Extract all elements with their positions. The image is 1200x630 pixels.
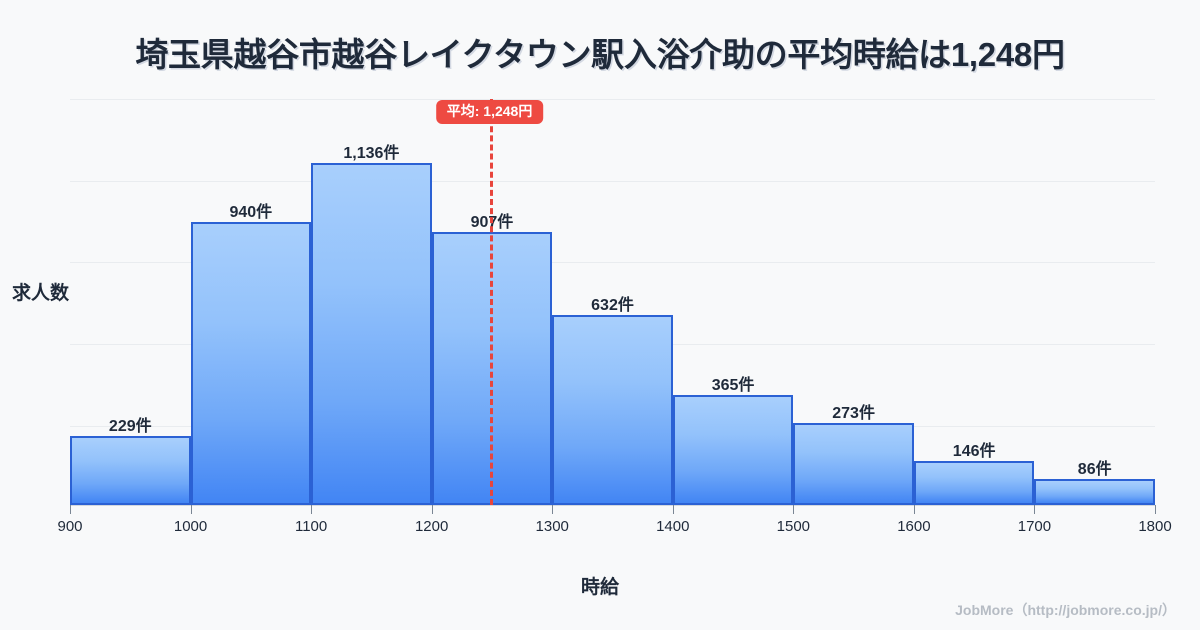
gridline — [70, 181, 1155, 182]
y-axis-title: 求人数 — [12, 283, 70, 304]
x-axis-tick-label: 1300 — [535, 518, 569, 535]
bar-value-label: 146件 — [952, 442, 996, 460]
x-axis-tick — [311, 505, 313, 514]
histogram-bar — [913, 461, 1035, 505]
x-axis-tick — [913, 505, 915, 514]
x-axis-tick-label: 1400 — [656, 518, 690, 535]
bar-value-label: 273件 — [832, 404, 875, 422]
histogram-bar — [672, 395, 794, 505]
x-axis-tick-label: 1200 — [414, 518, 449, 535]
x-axis-tick-label: 900 — [57, 518, 83, 535]
x-axis-tick-label: 1800 — [1138, 518, 1172, 535]
histogram-bar — [1034, 479, 1155, 505]
x-axis-tick-label: 1500 — [776, 518, 811, 535]
watermark-credit: JobMore（http://jobmore.co.jp/） — [955, 602, 1176, 618]
x-axis-tick — [431, 505, 433, 514]
gridline — [70, 262, 1155, 263]
x-axis-tick-label: 1100 — [294, 518, 328, 535]
histogram-bar — [311, 162, 432, 505]
histogram-bar — [70, 435, 191, 505]
average-line — [489, 99, 493, 505]
x-axis-tick — [70, 505, 71, 514]
x-axis-tick-label: 1000 — [173, 518, 208, 535]
x-axis-tick-label: 1700 — [1017, 518, 1052, 535]
bar-value-label: 632件 — [591, 296, 634, 314]
average-badge: 平均: 1,248円 — [435, 100, 544, 125]
bar-value-label: 86件 — [1077, 461, 1112, 479]
x-axis-tick — [190, 505, 192, 514]
plot-area: 229件 940件 1,136件 907件 632件 365件 273件 146件 86件 — [70, 99, 1155, 506]
x-axis-tick — [1155, 505, 1156, 514]
bar-value-label: 365件 — [711, 376, 755, 394]
histogram-bar — [793, 422, 914, 505]
bar-value-label: 1,136件 — [343, 144, 400, 162]
x-axis-baseline — [70, 505, 1155, 506]
x-axis-tick — [793, 505, 795, 514]
bar-series: 229件 940件 1,136件 907件 632件 365件 273件 146件 86件 — [70, 99, 1155, 505]
x-axis-title: 時給 — [580, 577, 619, 598]
histogram-bar — [190, 221, 312, 505]
bar-value-label: 940件 — [229, 203, 273, 221]
histogram-bar — [552, 314, 673, 505]
x-axis-tick-label: 1600 — [897, 518, 931, 535]
x-axis-tick — [672, 505, 674, 514]
bar-value-label: 229件 — [108, 417, 152, 435]
gridline — [70, 99, 1155, 100]
x-axis-tick — [552, 505, 554, 514]
x-axis-tick — [1034, 505, 1036, 514]
page-title: 埼玉県越谷市越谷レイクタウン駅入浴介助の平均時給は1,248円 — [135, 36, 1065, 73]
